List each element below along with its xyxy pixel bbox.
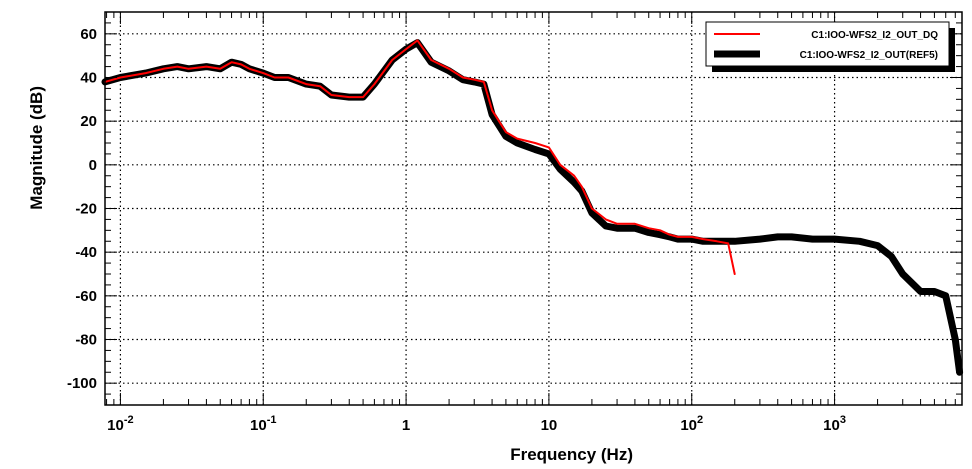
- y-tick-label: -60: [75, 288, 97, 305]
- x-tick-label: 102: [680, 414, 703, 434]
- x-tick-label: 10: [541, 417, 558, 434]
- legend-box: [705, 21, 950, 67]
- x-tick-labels: 10-2 10-1 1 10 102 103: [107, 414, 846, 434]
- y-tick-label: 60: [80, 26, 97, 43]
- y-tick-labels: 60 40 20 0 -20 -40 -60 -80 -100: [67, 26, 97, 392]
- x-axis-title: Frequency (Hz): [510, 445, 633, 464]
- series-line-dq: [104, 39, 736, 275]
- axis-ticks: [105, 11, 962, 406]
- legend-label-series-2: C1:IOO-WFS2_I2_OUT(REF5): [800, 50, 938, 61]
- x-tick-label: 10-1: [250, 414, 276, 434]
- series-lines: [101, 39, 964, 376]
- y-tick-label: 40: [80, 70, 97, 87]
- y-axis-title: Magnitude (dB): [27, 86, 46, 210]
- y-tick-label: 20: [80, 113, 97, 130]
- x-tick-label: 10-2: [107, 414, 133, 434]
- y-tick-label: 0: [89, 157, 97, 174]
- x-tick-label: 1: [402, 417, 410, 434]
- grid-lines: [105, 12, 962, 405]
- x-tick-label: 103: [823, 414, 846, 434]
- y-tick-label: -20: [75, 201, 97, 218]
- y-tick-label: -100: [67, 375, 97, 392]
- y-tick-label: -40: [75, 244, 97, 261]
- legend-label-series-1: C1:IOO-WFS2_I2_OUT_DQ: [811, 30, 938, 41]
- y-tick-label: -80: [75, 332, 97, 349]
- legend: C1:IOO-WFS2_I2_OUT_DQ C1:IOO-WFS2_I2_OUT…: [705, 21, 955, 72]
